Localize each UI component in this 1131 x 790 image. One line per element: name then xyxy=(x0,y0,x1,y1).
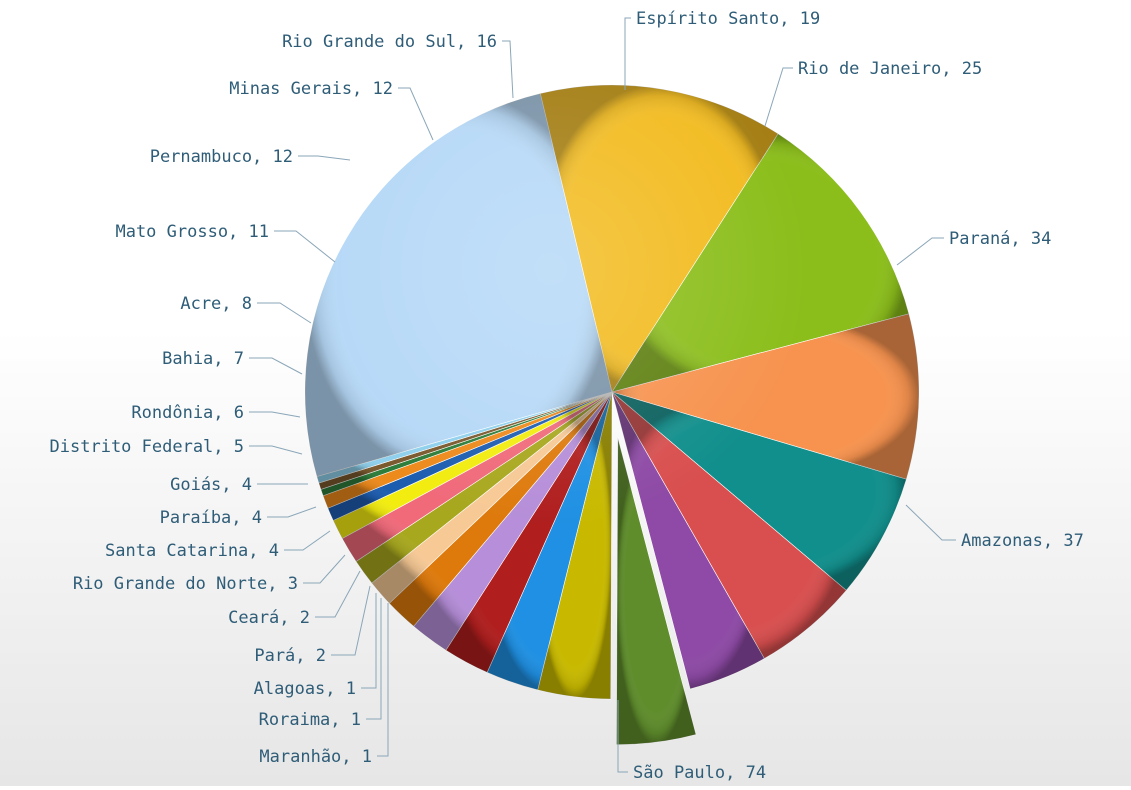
slice-espirito-santo-label: Espírito Santo, 19 xyxy=(636,9,820,29)
slice-parana-label: Paraná, 34 xyxy=(949,229,1051,249)
slice-acre-leader-line xyxy=(257,302,312,324)
slice-amazonas-label: Amazonas, 37 xyxy=(961,531,1084,551)
slice-parana-leader-line xyxy=(896,237,944,266)
slice-amazonas-leader-line xyxy=(905,504,956,541)
slice-mato-grosso-label: Mato Grosso, 11 xyxy=(115,222,269,242)
labels-layer: São Paulo, 74 Amazonas, 37 Paraná, 34 Rio d… xyxy=(50,9,1084,783)
slice-rondonia-label: Rondônia, 6 xyxy=(131,403,244,423)
slice-acre-label: Acre, 8 xyxy=(180,294,252,314)
slices-layer xyxy=(304,84,920,745)
slice-pernambuco-label: Pernambuco, 12 xyxy=(150,147,293,167)
slice-sao-paulo-leader-line xyxy=(617,700,628,773)
slice-rio-grande-do-norte-label: Rio Grande do Norte, 3 xyxy=(73,574,298,594)
slice-roraima-leader-line xyxy=(366,598,382,720)
slice-alagoas-label: Alagoas, 1 xyxy=(254,679,356,699)
slice-minas-gerais-leader-line xyxy=(398,87,434,141)
slice-rondonia-leader-line xyxy=(249,411,301,418)
slice-rio-grande-do-sul-leader-line xyxy=(502,40,514,99)
leader-lines-layer xyxy=(249,17,956,773)
slice-santa-catarina-label: Santa Catarina, 4 xyxy=(105,541,279,561)
slice-rio-de-janeiro-leader-line xyxy=(764,67,793,127)
slice-paraiba-label: Paraíba, 4 xyxy=(160,508,262,528)
slice-ceara-label: Ceará, 2 xyxy=(228,608,310,628)
slice-ceara-leader-line xyxy=(315,570,361,618)
slice-bahia-leader-line xyxy=(249,357,303,375)
slice-distrito-federal-leader-line xyxy=(249,445,303,455)
slice-distrito-federal-label: Distrito Federal, 5 xyxy=(50,437,244,457)
slice-minas-gerais-label: Minas Gerais, 12 xyxy=(229,79,393,99)
slice-maranhao-leader-line xyxy=(377,603,389,757)
slice-para-leader-line xyxy=(331,585,371,656)
slice-espirito-santo-leader-line xyxy=(624,17,631,90)
slice-mato-grosso-leader-line xyxy=(274,230,336,263)
slice-sao-paulo-label: São Paulo, 74 xyxy=(633,763,766,783)
slice-santa-catarina-leader-line xyxy=(284,530,331,551)
slice-maranhao-label: Maranhão, 1 xyxy=(259,747,372,767)
slice-roraima-label: Roraima, 1 xyxy=(259,710,361,730)
slice-rio-grande-do-sul-label: Rio Grande do Sul, 16 xyxy=(282,32,497,52)
slice-para-label: Pará, 2 xyxy=(254,646,326,666)
slice-goias-label: Goiás, 4 xyxy=(170,475,252,495)
slice-bahia-label: Bahia, 7 xyxy=(162,349,244,369)
slice-rio-de-janeiro-label: Rio de Janeiro, 25 xyxy=(798,59,982,79)
slice-pernambuco-leader-line xyxy=(298,155,351,161)
slice-rio-grande-do-norte-leader-line xyxy=(303,554,346,584)
slice-paraiba-leader-line xyxy=(267,506,317,518)
slice-alagoas-leader-line xyxy=(361,593,377,689)
